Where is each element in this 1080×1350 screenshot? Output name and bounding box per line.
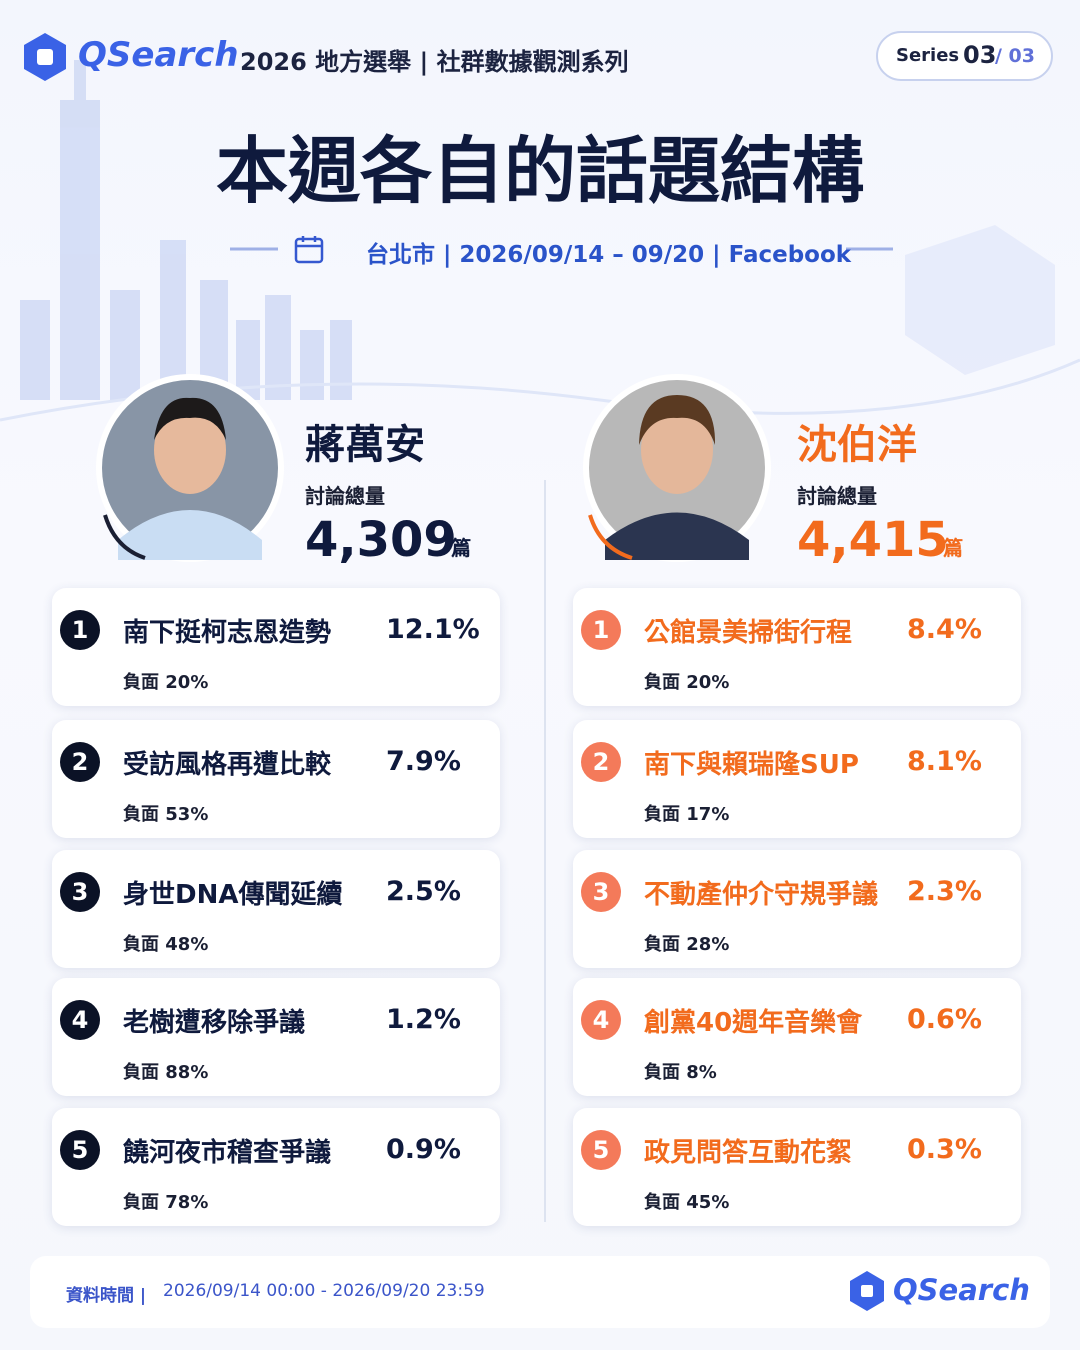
topic-title: 公館景美掃街行程	[644, 618, 853, 648]
negative-ratio: 負面 48%	[123, 934, 209, 955]
topic-card: 2 受訪風格再遭比較 7.9% 負面 53%	[52, 720, 500, 838]
negative-ratio: 負面 88%	[123, 1062, 209, 1083]
main-title: 本週各自的話題結構	[215, 129, 864, 213]
rank-badge: 3	[581, 872, 621, 912]
topic-card: 4 老樹遭移除爭議 1.2% 負面 88%	[52, 978, 500, 1096]
footer-label: 資料時間 |	[66, 1286, 147, 1306]
subtitle: 台北市 | 2026/09/14 – 09/20 | Facebook	[366, 242, 852, 268]
topic-share: 1.2%	[386, 1004, 461, 1035]
topic-card: 3 身世DNA傳聞延續 2.5% 負面 48%	[52, 850, 500, 968]
footer-range: 2026/09/14 00:00 - 2026/09/20 23:59	[163, 1281, 485, 1301]
avatar-left	[96, 374, 284, 562]
series-title: 2026 地方選舉 | 社群數據觀測系列	[240, 48, 629, 76]
topic-card: 1 南下挺柯志恩造勢 12.1% 負面 20%	[52, 588, 500, 706]
topic-title: 南下挺柯志恩造勢	[123, 618, 332, 648]
topic-card: 3 不動產仲介守規爭議 2.3% 負面 28%	[573, 850, 1021, 968]
topic-title: 不動產仲介守規爭議	[644, 880, 879, 910]
candidate-name: 蔣萬安	[305, 422, 425, 468]
topic-title: 南下與賴瑞隆SUP	[644, 750, 859, 780]
total-unit: 篇	[451, 536, 471, 560]
total-unit: 篇	[943, 536, 963, 560]
topic-title: 受訪風格再遭比較	[123, 750, 332, 780]
rank-badge: 1	[60, 610, 100, 650]
total-label: 討論總量	[797, 484, 877, 508]
total-label: 討論總量	[305, 484, 385, 508]
topic-card: 4 創黨40週年音樂會 0.6% 負面 8%	[573, 978, 1021, 1096]
topic-share: 0.9%	[386, 1134, 461, 1165]
negative-ratio: 負面 45%	[644, 1192, 730, 1213]
total-value: 4,309	[305, 512, 457, 568]
topic-share: 0.3%	[907, 1134, 982, 1165]
negative-ratio: 負面 8%	[644, 1062, 717, 1083]
negative-ratio: 負面 28%	[644, 934, 730, 955]
topic-title: 老樹遭移除爭議	[123, 1008, 306, 1038]
topic-card: 5 政見問答互動花絮 0.3% 負面 45%	[573, 1108, 1021, 1226]
topic-share: 8.4%	[907, 614, 982, 645]
negative-ratio: 負面 53%	[123, 804, 209, 825]
rank-badge: 2	[581, 742, 621, 782]
topic-share: 0.6%	[907, 1004, 982, 1035]
series-total: / 03	[995, 45, 1035, 67]
candidate-name: 沈伯洋	[797, 422, 917, 468]
negative-ratio: 負面 20%	[644, 672, 730, 693]
avatar-right	[583, 374, 771, 562]
negative-ratio: 負面 20%	[123, 672, 209, 693]
rank-badge: 1	[581, 610, 621, 650]
rank-badge: 2	[60, 742, 100, 782]
rank-badge: 5	[60, 1130, 100, 1170]
topic-card: 2 南下與賴瑞隆SUP 8.1% 負面 17%	[573, 720, 1021, 838]
series-current: 03	[963, 41, 997, 69]
rank-badge: 3	[60, 872, 100, 912]
topic-card: 1 公館景美掃街行程 8.4% 負面 20%	[573, 588, 1021, 706]
footer-logo: QSearch	[893, 1273, 1030, 1307]
series-label: Series	[896, 45, 960, 66]
topic-title: 創黨40週年音樂會	[644, 1008, 863, 1038]
total-value: 4,415	[797, 512, 949, 568]
topic-share: 12.1%	[386, 614, 480, 645]
logo: QSearch	[78, 35, 239, 75]
topic-title: 饒河夜市稽查爭議	[123, 1138, 332, 1168]
negative-ratio: 負面 17%	[644, 804, 730, 825]
topic-share: 8.1%	[907, 746, 982, 777]
rank-badge: 4	[581, 1000, 621, 1040]
topic-share: 2.5%	[386, 876, 461, 907]
topic-share: 7.9%	[386, 746, 461, 777]
topic-card: 5 饒河夜市稽查爭議 0.9% 負面 78%	[52, 1108, 500, 1226]
topic-share: 2.3%	[907, 876, 982, 907]
topic-title: 身世DNA傳聞延續	[123, 880, 343, 910]
rank-badge: 5	[581, 1130, 621, 1170]
topic-title: 政見問答互動花絮	[644, 1138, 853, 1168]
rank-badge: 4	[60, 1000, 100, 1040]
negative-ratio: 負面 78%	[123, 1192, 209, 1213]
